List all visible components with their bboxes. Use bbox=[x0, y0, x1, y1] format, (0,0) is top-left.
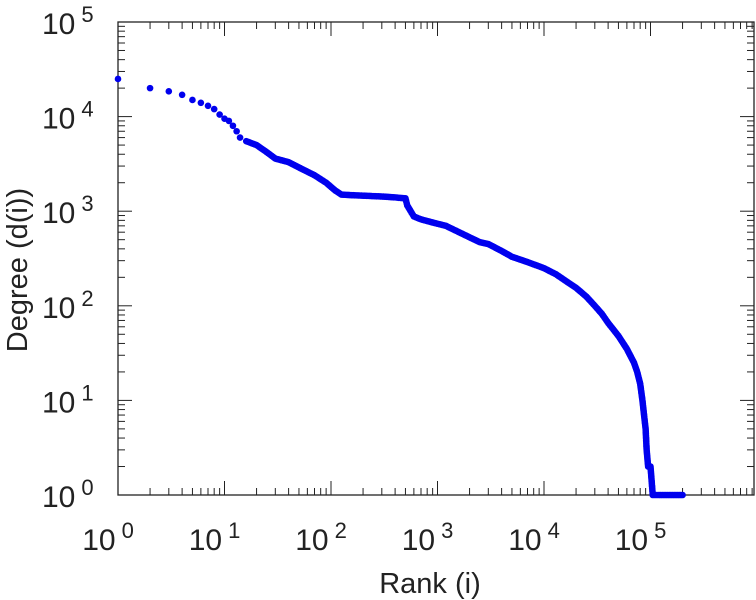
y-tick-label: 10 3 bbox=[42, 191, 94, 230]
data-point bbox=[189, 96, 196, 104]
y-tick-label: 10 1 bbox=[42, 380, 94, 419]
data-point bbox=[165, 88, 173, 95]
data-point bbox=[204, 102, 212, 110]
x-axis-title: Rank (i) bbox=[379, 568, 481, 600]
y-tick-label: 10 4 bbox=[42, 97, 94, 136]
data-point bbox=[178, 91, 186, 99]
y-tick-label: 10 5 bbox=[42, 2, 94, 41]
x-tick-label: 10 1 bbox=[189, 518, 241, 557]
data-point bbox=[233, 127, 240, 135]
data-point bbox=[229, 122, 237, 130]
x-tick-label: 10 5 bbox=[615, 518, 667, 557]
x-tick-label: 10 0 bbox=[82, 518, 134, 557]
data-point bbox=[114, 75, 122, 83]
minor-ticks bbox=[118, 22, 754, 495]
y-axis-title: Degree (d(i)) bbox=[2, 188, 34, 352]
data-point bbox=[197, 99, 205, 107]
data-point bbox=[677, 491, 685, 499]
y-tick-label: 10 0 bbox=[42, 475, 94, 514]
x-tick-label: 10 3 bbox=[402, 518, 454, 557]
x-tick-label: 10 4 bbox=[508, 518, 560, 557]
data-points bbox=[114, 75, 686, 499]
data-point bbox=[210, 105, 218, 113]
y-tick-label: 10 2 bbox=[42, 286, 94, 325]
plot-area bbox=[117, 21, 755, 496]
x-tick-label: 10 2 bbox=[295, 518, 347, 557]
data-point bbox=[236, 134, 244, 141]
data-point bbox=[146, 84, 154, 92]
x-tick-labels: 10 0 10 1 10 2 10 3 10 4 10 5 bbox=[82, 518, 666, 557]
data-point bbox=[216, 111, 223, 118]
data-point bbox=[225, 117, 233, 125]
